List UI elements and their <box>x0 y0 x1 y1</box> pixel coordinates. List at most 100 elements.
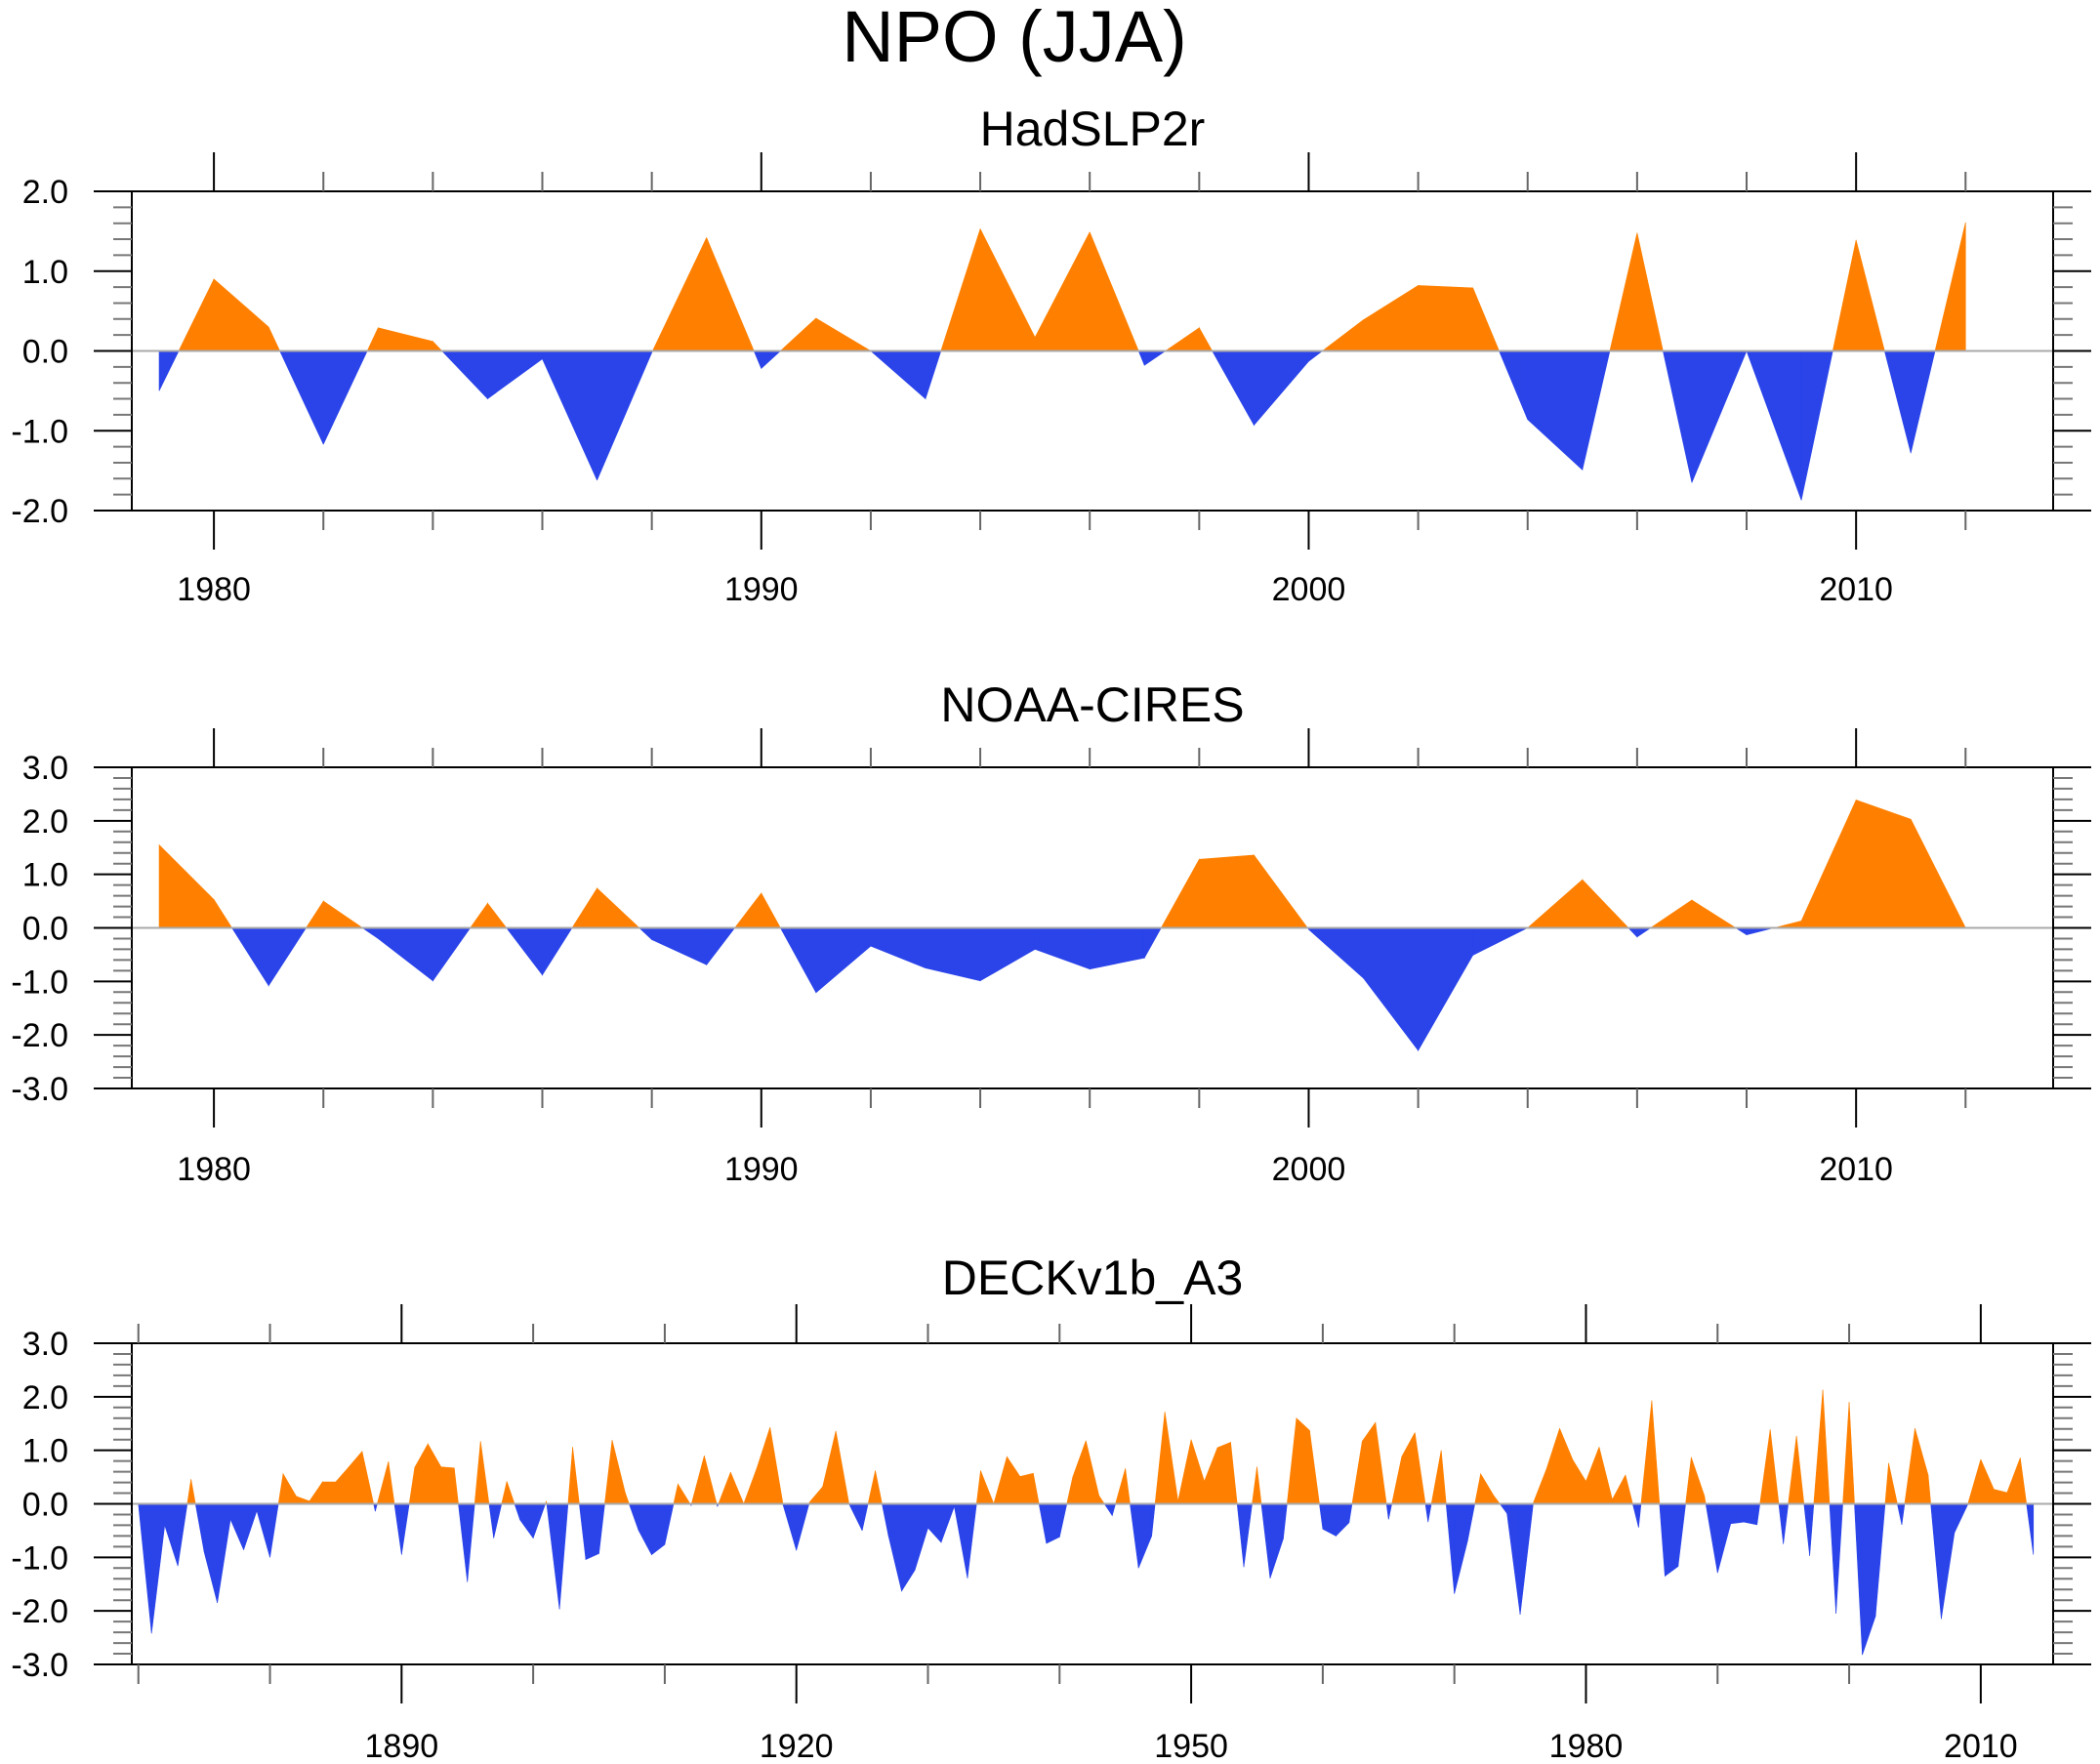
panel-deckv1b-a3: DECKv1b_A3 -3.0 -2.0 -1.0 0.0 1.0 2.0 3.0 1890 19… <box>11 1251 2091 1764</box>
negative-area-segment <box>1254 350 1309 427</box>
negative-area-segment <box>375 1503 378 1512</box>
positive-area-segment <box>1691 899 1737 928</box>
negative-area-segment <box>901 1503 916 1592</box>
y-tick-label: -2.0 <box>11 1017 68 1054</box>
positive-area-segment <box>1640 1400 1653 1504</box>
positive-area-segment <box>1098 1495 1105 1504</box>
positive-area-segment <box>1842 1402 1850 1504</box>
negative-area-segment <box>1941 1503 1956 1620</box>
positive-area-segment <box>1430 1450 1442 1504</box>
negative-area-segment <box>268 927 308 987</box>
positive-area-segment <box>835 1430 849 1504</box>
negative-area-segment <box>1212 350 1255 427</box>
negative-area-segment <box>1746 927 1775 936</box>
negative-area-segment <box>269 1503 279 1558</box>
negative-area-segment <box>1089 927 1145 970</box>
positive-area-segment <box>474 1441 481 1504</box>
negative-area-segment <box>1034 927 1091 970</box>
positive-area-segment <box>1612 1474 1626 1504</box>
y-tick-label: -1.0 <box>11 413 68 450</box>
negative-area-segment <box>925 350 942 399</box>
negative-area-segment <box>279 350 324 445</box>
y-tick-label: 2.0 <box>22 803 68 841</box>
negative-area-segment <box>1283 1503 1288 1539</box>
negative-area-segment <box>706 927 736 966</box>
positive-area-segment <box>1401 1432 1416 1504</box>
positive-area-segment <box>1309 1430 1320 1504</box>
positive-area-segment <box>1813 1389 1824 1504</box>
negative-area-segment <box>458 1503 469 1582</box>
y-tick-label: 3.0 <box>22 750 68 787</box>
positive-area-segment <box>1888 1462 1898 1504</box>
positive-area-segment <box>1204 1447 1218 1504</box>
y-tick-label: 2.0 <box>22 1379 68 1416</box>
positive-area-segment <box>213 278 269 351</box>
negative-area-segment <box>1143 350 1167 366</box>
negative-area-segment <box>1427 1503 1432 1523</box>
x-tick-label: 1950 <box>1154 1728 1228 1764</box>
positive-area-segment <box>322 1481 337 1504</box>
positive-area-segment <box>1884 1462 1889 1504</box>
positive-area-segment <box>2020 1457 2028 1504</box>
negative-area-segment <box>432 927 472 982</box>
negative-area-segment <box>1954 1503 1968 1534</box>
positive-area-segment <box>875 1470 883 1504</box>
negative-area-segment <box>1901 1503 1906 1525</box>
y-tick-label: -2.0 <box>11 1593 68 1630</box>
negative-area-segment <box>1499 1503 1507 1515</box>
positive-area-segment <box>651 237 708 351</box>
negative-area-segment <box>597 350 652 481</box>
negative-area-segment <box>1506 1503 1521 1616</box>
y-tick-label: 1.0 <box>22 254 68 291</box>
y-tick-label: -2.0 <box>11 493 68 530</box>
x-tick-label: 1980 <box>177 571 251 608</box>
positive-area-segment <box>1855 800 1912 928</box>
negative-area-segment <box>1734 927 1748 936</box>
positive-area-segment <box>213 898 233 928</box>
negative-area-segment <box>493 1503 503 1538</box>
positive-area-segment <box>1362 1421 1377 1504</box>
positive-area-segment <box>1164 1412 1178 1504</box>
positive-area-segment <box>1480 1472 1495 1504</box>
positive-area-segment <box>1533 1468 1547 1504</box>
negative-area-segment <box>1631 1503 1639 1528</box>
positive-area-segment <box>1066 1477 1074 1504</box>
figure-title: NPO (JJA) <box>842 0 1187 77</box>
y-tick-label: -3.0 <box>11 1071 68 1108</box>
negative-area-segment <box>796 1503 810 1551</box>
negative-area-segment <box>546 1503 560 1610</box>
positive-area-segment <box>611 1440 626 1504</box>
negative-area-segment <box>779 927 817 993</box>
negative-area-segment <box>1636 927 1652 938</box>
positive-area-segment <box>1980 1458 1995 1504</box>
negative-area-segment <box>638 1503 652 1555</box>
positive-area-segment <box>1773 920 1802 928</box>
positive-area-segment <box>822 1430 837 1504</box>
negative-area-segment <box>177 1503 188 1567</box>
y-tick-label: -1.0 <box>11 964 68 1001</box>
negative-area-segment <box>1862 1503 1876 1656</box>
negative-area-segment <box>1730 1503 1745 1525</box>
positive-area-segment <box>1822 1389 1831 1504</box>
negative-area-segment <box>914 1503 928 1571</box>
negative-area-segment <box>870 927 926 969</box>
negative-area-segment <box>1659 1503 1666 1577</box>
positive-area-segment <box>1160 858 1200 928</box>
negative-area-segment <box>1582 350 1611 471</box>
positive-area-segment <box>1855 239 1885 351</box>
negative-area-segment <box>164 1503 179 1567</box>
positive-area-segment <box>1649 899 1693 928</box>
negative-area-segment <box>1783 1503 1790 1544</box>
panel-title: HadSLP2r <box>980 102 1206 156</box>
negative-area-segment <box>1137 350 1145 366</box>
y-tick-label: 0.0 <box>22 1487 68 1524</box>
negative-area-segment <box>1930 1503 1942 1620</box>
negative-area-segment <box>1103 1503 1113 1517</box>
positive-area-segment <box>1994 1489 2008 1504</box>
positive-area-segment <box>779 317 817 351</box>
negative-area-segment <box>519 1503 534 1539</box>
positive-area-segment <box>1034 231 1091 351</box>
y-tick-label: 0.0 <box>22 334 68 371</box>
negative-area-segment <box>1705 1503 1718 1574</box>
